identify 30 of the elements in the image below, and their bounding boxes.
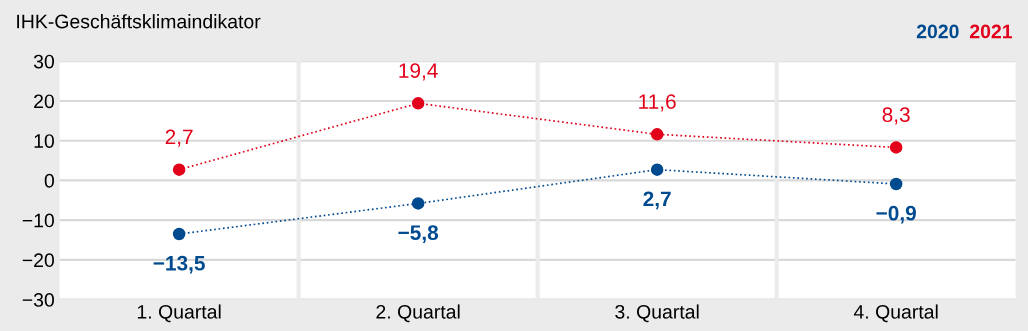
x-tick-label: 3. Quartal <box>615 304 699 323</box>
x-tick-label: 2. Quartal <box>376 304 460 323</box>
chart-title: IHK-Geschäftsklimaindikator <box>17 14 261 29</box>
point <box>889 177 903 191</box>
point <box>172 227 186 241</box>
text: 2021 <box>970 24 1013 39</box>
data-label: 2,7 <box>643 191 671 210</box>
data-label: 8,3 <box>882 107 910 125</box>
text: 2020 <box>916 24 959 39</box>
y-tick-label: 30 <box>33 54 54 69</box>
point <box>650 128 664 141</box>
data-label: 19,4 <box>399 63 438 81</box>
x-tick-label: 4. Quartal <box>853 304 938 323</box>
point <box>889 141 903 154</box>
y-tick-label: −30 <box>22 293 54 307</box>
x-tick-label: 1. Quartal <box>137 304 221 323</box>
data-label: −5,8 <box>398 225 439 244</box>
data-label: −0,9 <box>876 205 916 224</box>
point <box>411 197 425 210</box>
data-label: −13,5 <box>153 255 205 274</box>
y-tick-label: −20 <box>22 253 54 268</box>
data-label: 11,6 <box>639 94 676 112</box>
y-tick-label: 10 <box>34 134 54 148</box>
y-tick-label: −10 <box>22 213 54 228</box>
y-tick-label: 20 <box>34 94 54 109</box>
point <box>650 163 664 176</box>
point <box>411 97 425 110</box>
point <box>172 163 186 176</box>
y-tick-label: 0 <box>44 173 54 188</box>
data-label: 2,7 <box>165 129 193 147</box>
